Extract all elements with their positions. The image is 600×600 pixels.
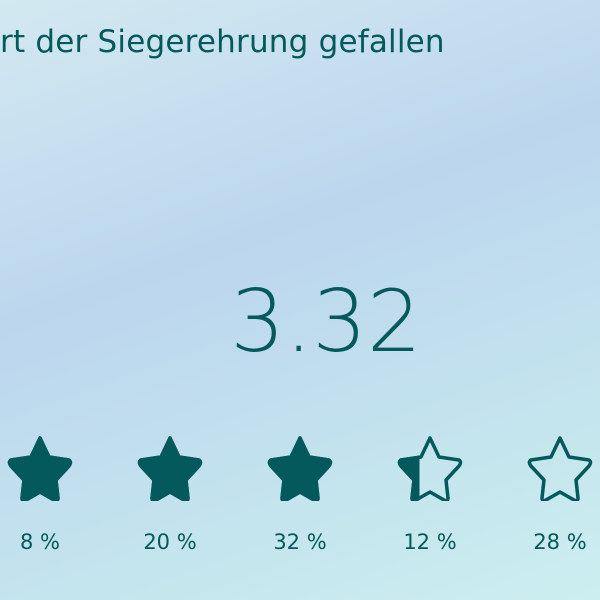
- star-filled-icon: [5, 433, 75, 503]
- average-rating: 3.32: [230, 272, 422, 372]
- star-percent-label: 32 %: [273, 530, 327, 554]
- star-partial-icon: [395, 433, 465, 503]
- star-filled-icon: [135, 433, 205, 503]
- star-percent-label: 12 %: [403, 530, 457, 554]
- star-percent-label: 8 %: [20, 530, 60, 554]
- question-title: rt der Siegerehrung gefallen: [0, 24, 445, 60]
- star-outline-icon: [525, 433, 595, 503]
- star-percent-label: 28 %: [533, 530, 587, 554]
- star-filled-icon: [265, 433, 335, 503]
- star-percent-label: 20 %: [143, 530, 197, 554]
